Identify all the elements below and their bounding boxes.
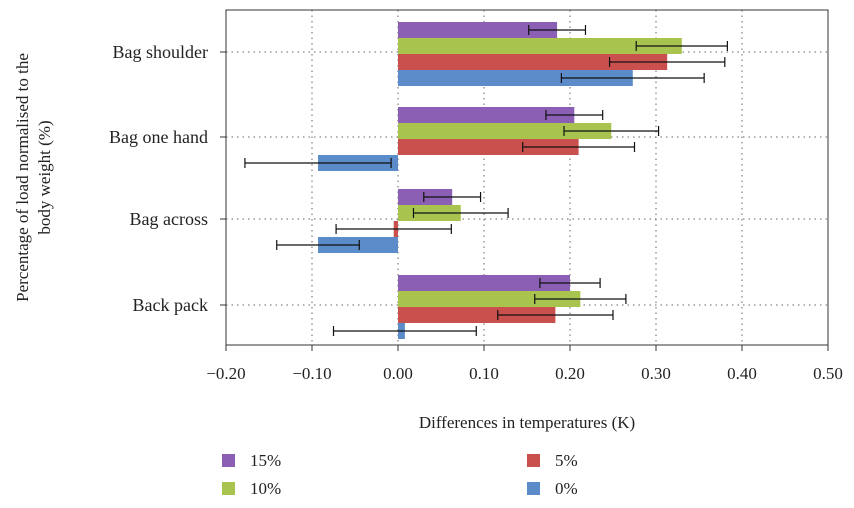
y-category-label: Bag across <box>130 209 208 229</box>
bars <box>318 22 682 339</box>
legend-swatch <box>527 454 540 467</box>
y-axis-label-line-1: Percentage of load normalised to the <box>13 53 32 302</box>
x-tick-label: 0.20 <box>555 364 585 383</box>
y-category-label: Bag shoulder <box>113 42 208 62</box>
legend-swatch <box>222 454 235 467</box>
y-category-label: Back pack <box>133 295 208 315</box>
x-tick-label: 0.30 <box>641 364 671 383</box>
legend-label: 10% <box>250 479 281 498</box>
x-tick-label: 0.00 <box>383 364 413 383</box>
y-axis-label-line-2: body weight (%) <box>35 120 54 234</box>
legend-swatch <box>222 482 235 495</box>
legend-label: 15% <box>250 451 281 470</box>
y-category-label: Bag one hand <box>109 127 208 147</box>
x-tick-label: 0.10 <box>469 364 499 383</box>
legend-label: 5% <box>555 451 578 470</box>
x-tick-label: −0.20 <box>206 364 245 383</box>
x-tick-label: 0.40 <box>727 364 757 383</box>
x-tick-label: 0.50 <box>813 364 843 383</box>
x-axis-label: Differences in temperatures (K) <box>419 413 635 432</box>
legend: 15% 5% 10% 0% <box>222 451 578 498</box>
legend-label: 0% <box>555 479 578 498</box>
legend-swatch <box>527 482 540 495</box>
x-tick-label: −0.10 <box>292 364 331 383</box>
